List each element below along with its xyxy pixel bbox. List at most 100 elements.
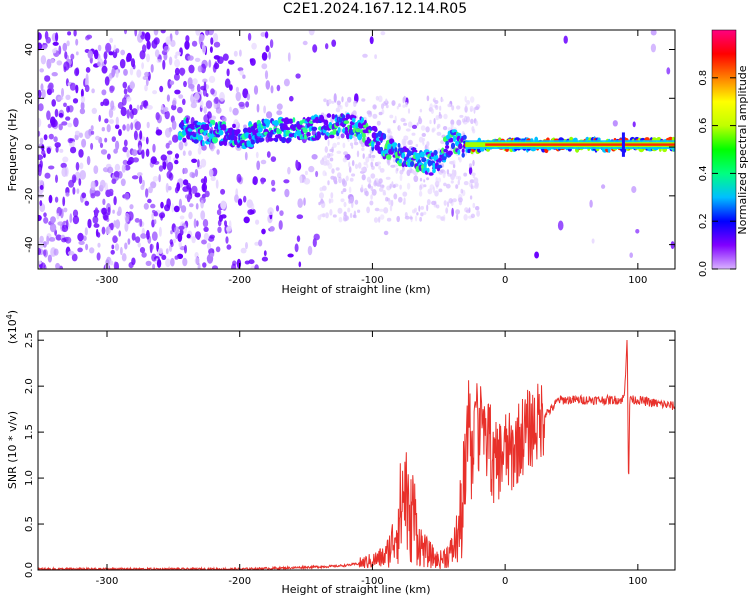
ridge-blob (337, 126, 341, 134)
speckle-blob (188, 211, 193, 220)
speckle-blob (60, 162, 67, 169)
speckle-blob (362, 153, 365, 159)
speckle-blob (168, 56, 173, 66)
speckle-blob (360, 167, 366, 172)
speckle-blob (330, 198, 334, 203)
speckle-blob (61, 237, 67, 243)
speckle-blob (256, 160, 261, 171)
speckle-blob (244, 260, 250, 265)
ridge-blob (349, 124, 353, 130)
speckle-blob (434, 180, 440, 188)
speckle-blob (319, 192, 324, 199)
speckle-blob (81, 138, 87, 148)
speckle-blob (153, 219, 157, 225)
speckle-blob (252, 176, 258, 186)
speckle-blob (247, 32, 252, 41)
speckle-blob (67, 122, 73, 128)
speckle-blob (41, 89, 46, 99)
speckle-blob (126, 96, 132, 102)
speckle-blob (448, 198, 453, 204)
speckle-blob (468, 163, 473, 168)
ridge-blob (197, 135, 203, 142)
speckle-blob (406, 182, 411, 190)
speckle-blob (205, 100, 213, 109)
speckle-blob (178, 141, 184, 151)
speckle-blob (426, 95, 430, 102)
speckle-blob (278, 220, 283, 230)
speckle-blob (433, 118, 436, 125)
speckle-blob (470, 108, 473, 113)
speckle-blob (255, 151, 259, 159)
speckle-blob (340, 198, 345, 203)
ridge-blob (252, 129, 257, 136)
speckle-blob (62, 196, 66, 207)
speckle-blob (210, 176, 216, 182)
speckle-blob (46, 88, 53, 96)
speckle-blob (42, 44, 48, 50)
speckle-blob (141, 149, 145, 159)
speckle-blob (390, 164, 396, 168)
speckle-blob (144, 71, 150, 77)
speckle-blob (295, 73, 301, 79)
speckle-blob (50, 119, 56, 128)
speckle-blob (102, 198, 106, 205)
speckle-blob (456, 213, 459, 220)
speckle-blob (183, 167, 188, 174)
ridge-blob (428, 172, 434, 176)
speckle-blob (48, 194, 53, 204)
speckle-blob (226, 68, 230, 77)
speckle-blob (38, 154, 44, 161)
speckle-blob (54, 142, 61, 148)
speckle-blob (71, 253, 78, 262)
speckle-blob (55, 234, 62, 241)
speckle-blob (121, 97, 127, 106)
speckle-blob (209, 252, 214, 257)
speckle-blob (331, 146, 334, 153)
speckle-blob (61, 224, 69, 233)
speckle-blob (54, 108, 59, 118)
speckle-blob (385, 176, 391, 180)
speckle-blob (166, 161, 174, 172)
speckle-blob (191, 236, 196, 244)
speckle-blob (44, 172, 51, 179)
speckle-blob (328, 198, 332, 204)
speckle-blob (111, 178, 117, 185)
speckle-blob (409, 216, 413, 220)
speckle-blob (151, 231, 158, 241)
speckle-blob (261, 256, 268, 262)
speckle-blob (62, 156, 69, 163)
speckle-blob (114, 243, 120, 251)
speckle-blob (423, 211, 427, 215)
speckle-blob (172, 134, 179, 143)
ridge-blob (190, 125, 197, 130)
speckle-blob (146, 105, 153, 110)
spectrogram-speckle (38, 30, 675, 269)
speckle-blob (367, 153, 371, 159)
speckle-blob (114, 163, 121, 172)
speckle-blob (371, 165, 375, 170)
ridge-blob (329, 134, 335, 139)
speckle-blob (365, 156, 370, 163)
speckle-blob (426, 141, 430, 147)
speckle-blob (450, 123, 454, 129)
speckle-blob (450, 119, 455, 126)
speckle-blob (225, 226, 232, 232)
speckle-blob (455, 175, 459, 180)
speckle-blob (48, 133, 54, 140)
ridge-blob (285, 127, 291, 131)
speckle-blob (180, 68, 185, 77)
speckle-blob (166, 150, 173, 155)
speckle-blob (420, 212, 424, 217)
speckle-blob (222, 53, 229, 61)
speckle-blob (232, 107, 239, 116)
speckle-blob (80, 96, 86, 103)
speckle-blob (178, 225, 185, 230)
speckle-blob (168, 172, 174, 181)
speckle-blob (402, 97, 405, 104)
speckle-blob (201, 44, 206, 55)
speckle-blob (78, 132, 83, 138)
ridge-blob (212, 136, 218, 144)
speckle-blob (174, 255, 179, 260)
speckle-blob (356, 150, 360, 158)
spectrogram-y-label: Frequency (Hz) (6, 109, 19, 192)
